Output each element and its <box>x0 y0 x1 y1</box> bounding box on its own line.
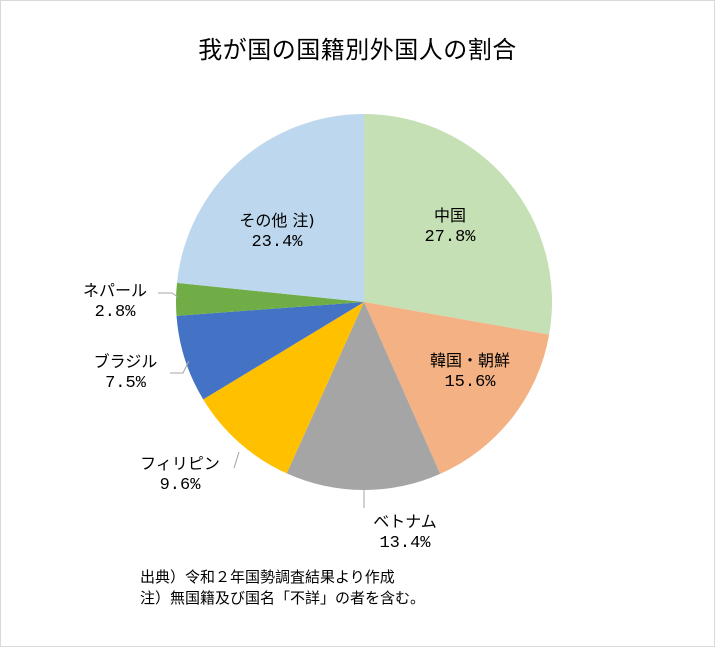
label-nepal: ネパール 2.8% <box>70 280 160 324</box>
label-other: その他 注) 23.4% <box>222 210 332 254</box>
footnote: 注）無国籍及び国名「不詳」の者を含む。 <box>140 589 426 607</box>
label-philippines-name: フィリピン <box>140 454 220 473</box>
label-philippines-pct: 9.6% <box>159 476 201 495</box>
label-brazil-name: ブラジル <box>93 352 158 371</box>
label-other-pct: 23.4% <box>251 233 303 252</box>
label-vietnam-pct: 13.4% <box>379 534 431 553</box>
label-philippines: フィリピン 9.6% <box>125 453 235 497</box>
pie-slice-nepal <box>176 282 364 316</box>
pie-slice-other <box>176 114 364 302</box>
leader-line-brazil <box>170 360 190 374</box>
leader-line-philippines <box>233 451 240 469</box>
label-vietnam: ベトナム 13.4% <box>350 511 460 555</box>
source-note: 出典）令和２年国勢調査結果より作成 <box>140 568 395 586</box>
pie-slice-korea <box>364 302 550 474</box>
label-other-name: その他 注) <box>239 211 315 230</box>
label-china-pct: 27.8% <box>424 228 476 247</box>
pie-slice-vietnam <box>286 302 441 491</box>
pie-slice-china <box>364 113 553 335</box>
pie-slice-philippines <box>203 302 364 474</box>
label-china-name: 中国 <box>433 206 466 225</box>
label-vietnam-name: ベトナム <box>373 512 437 531</box>
label-nepal-name: ネパール <box>82 281 147 300</box>
label-brazil: ブラジル 7.5% <box>78 351 173 395</box>
label-korea-pct: 15.6% <box>444 373 496 392</box>
label-china: 中国 27.8% <box>410 205 490 249</box>
label-brazil-pct: 7.5% <box>105 374 146 393</box>
chart-title: 我が国の国籍別外国人の割合 <box>198 36 517 64</box>
label-korea-name: 韓国・朝鮮 <box>429 351 510 370</box>
pie-slice-brazil <box>176 302 364 400</box>
label-korea: 韓国・朝鮮 15.6% <box>410 350 530 394</box>
leader-line-nepal <box>158 292 179 298</box>
footnotes: 出典）令和２年国勢調査結果より作成 注）無国籍及び国名「不詳」の者を含む。 <box>140 567 425 609</box>
label-nepal-pct: 2.8% <box>94 303 136 322</box>
